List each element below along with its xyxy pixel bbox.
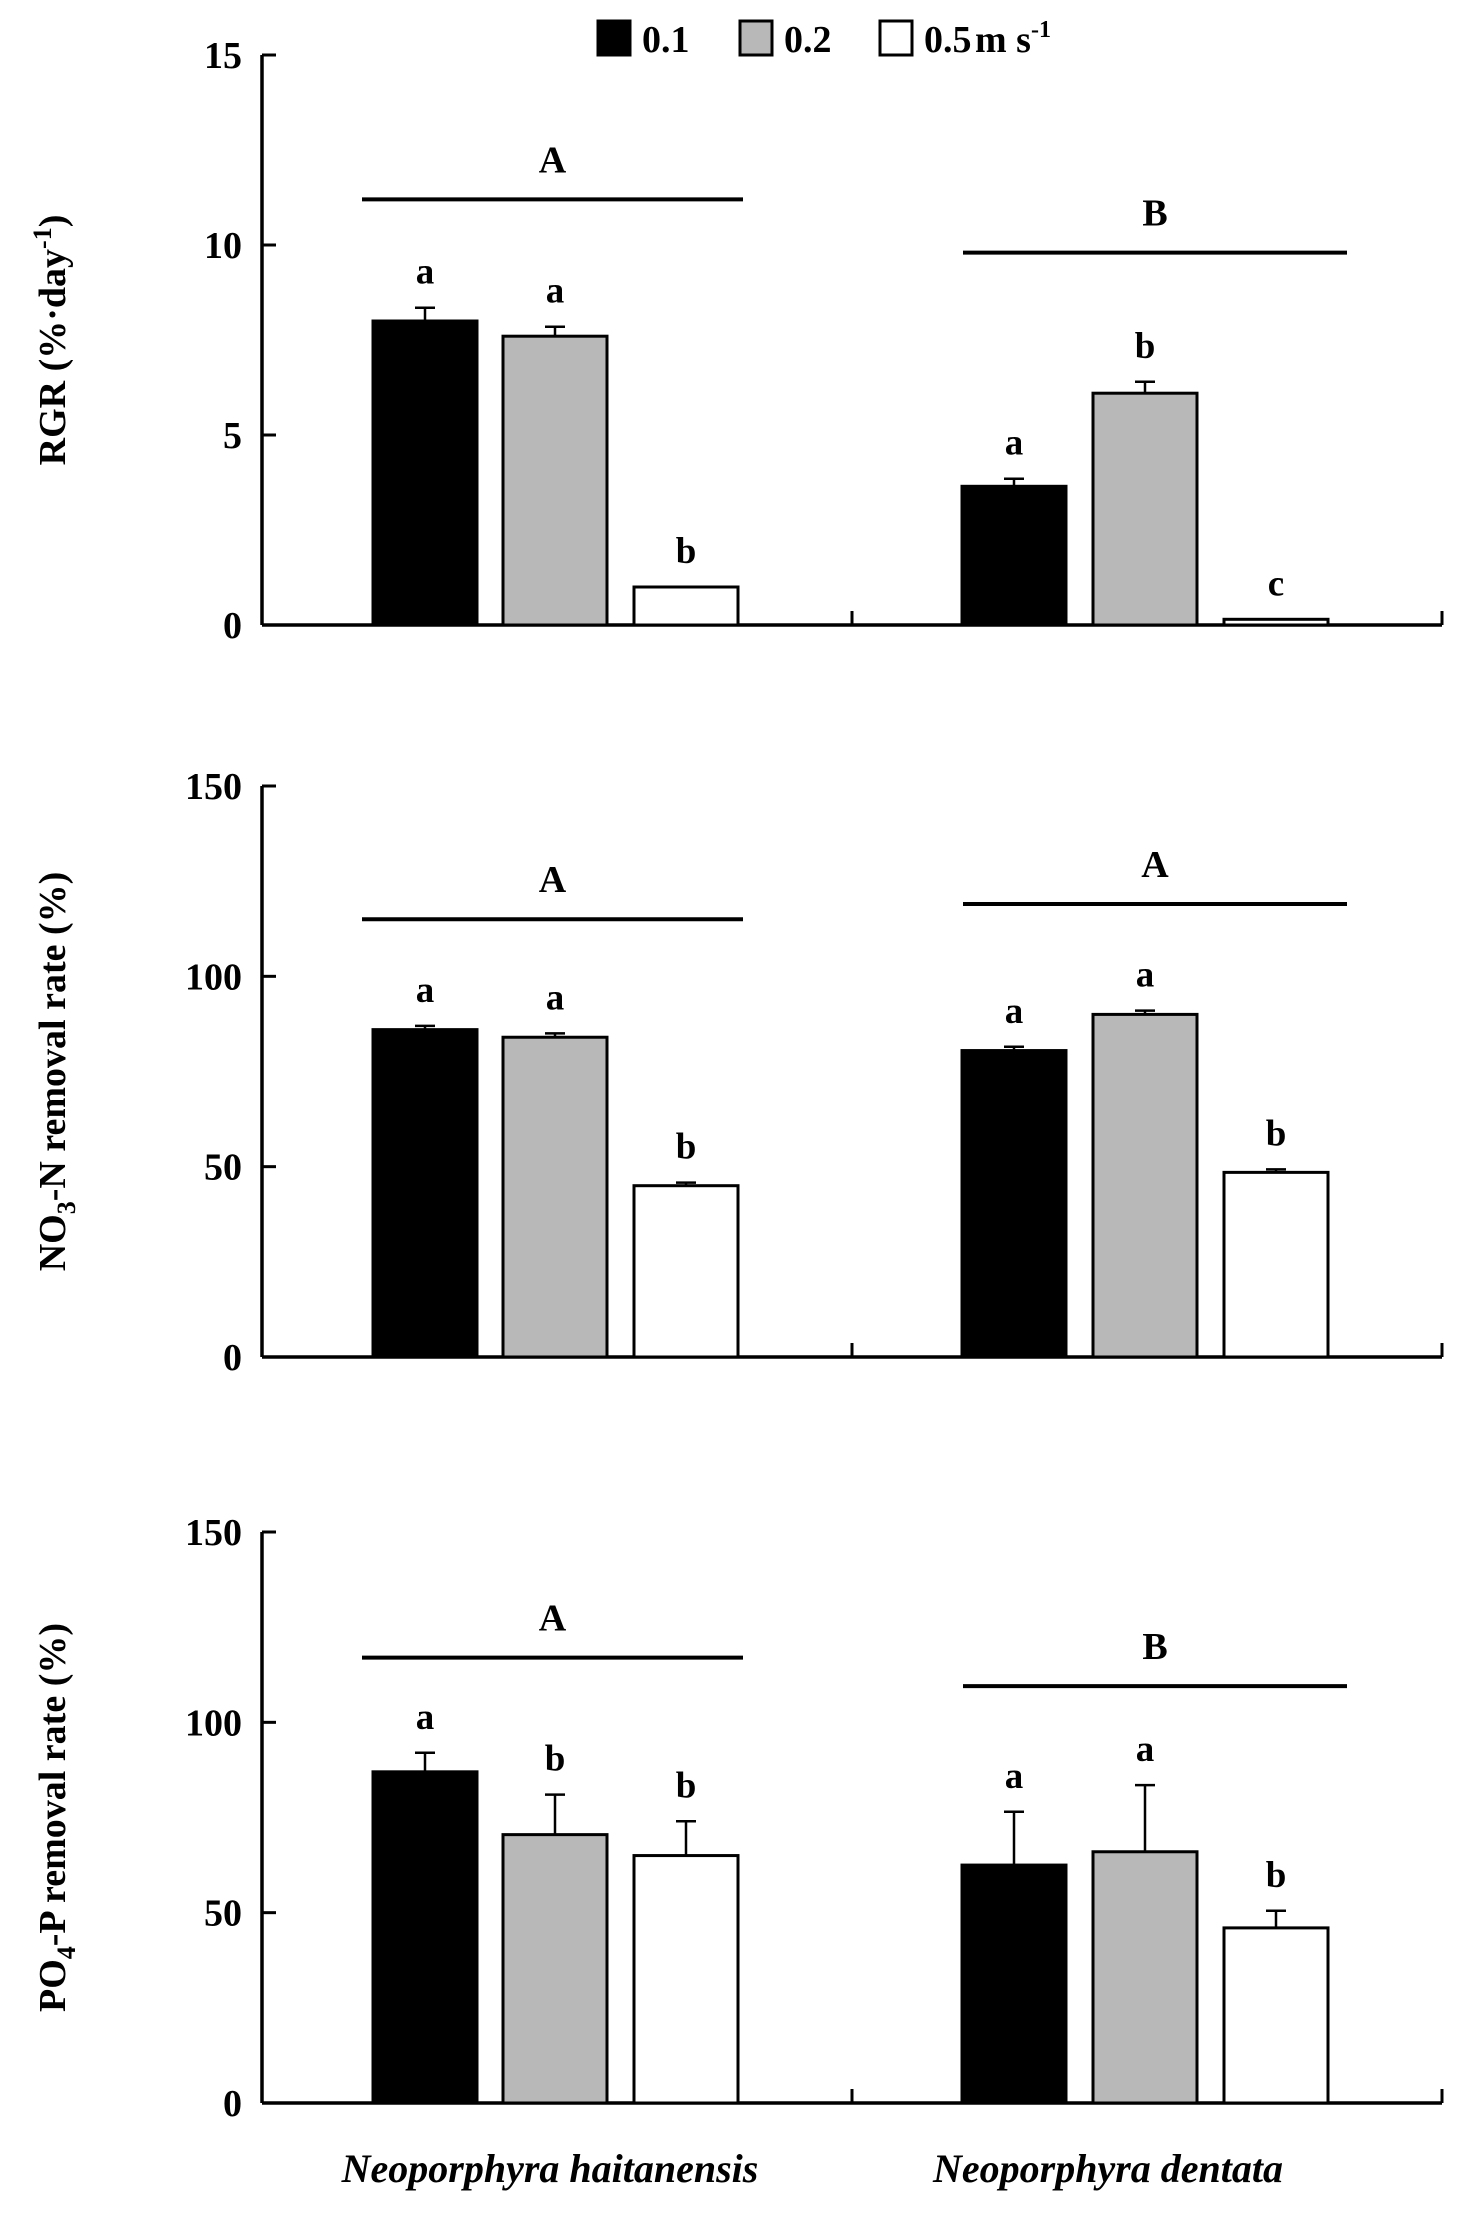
sig-letter-0.5-0: b (676, 1127, 697, 1168)
group-letter-0: A (539, 1598, 567, 1640)
bar-0.2-0 (501, 334, 609, 627)
legend-label-0.2: 0.2 (784, 19, 832, 61)
y-axis-label-text: RGR (%·day (32, 249, 74, 465)
legend-swatch-0.1 (596, 19, 632, 57)
bar-0.5-1 (1222, 1170, 1330, 1359)
legend-label-0.1: 0.1 (642, 19, 690, 61)
group-letter-1: B (1142, 1626, 1167, 1668)
y-tick-label: 5 (223, 415, 242, 457)
panel-middle: 0 50 100 150 NO3-N removal rate (%) a a a a b b A A (32, 766, 1444, 1379)
group-letter-1: A (1141, 844, 1169, 886)
y-tick-label: 0 (223, 1337, 242, 1379)
bar-0.2-1 (1091, 1850, 1199, 2105)
sig-letter-0.5-1: b (1266, 1855, 1287, 1896)
group-letter-1: B (1142, 193, 1167, 235)
sig-letter-0.2-1: a (1136, 955, 1155, 996)
bar-0.5-1 (1222, 617, 1330, 627)
y-tick-label: 100 (185, 956, 242, 998)
sig-letter-0.1-1: a (1005, 423, 1024, 464)
sig-letter-0.2-0: a (546, 271, 565, 312)
y-axis-label-text: -P removal rate (%) (32, 1623, 74, 1946)
y-tick-label: 15 (204, 35, 242, 77)
sig-letter-0.5-0: b (676, 531, 697, 572)
y-axis-label-subscript: 3 (52, 1201, 81, 1214)
sig-letter-0.2-1: a (1136, 1729, 1155, 1770)
sig-letter-0.2-0: b (545, 1739, 566, 1780)
y-axis-label: RGR (%·day-1) (28, 215, 74, 466)
bar-0.2-1 (1091, 391, 1199, 627)
bar-0.1-0 (371, 1770, 479, 2105)
y-tick-label: 100 (185, 1702, 242, 1744)
bar-0.1-0 (371, 1028, 479, 1359)
sig-letter-0.2-1: b (1135, 326, 1156, 367)
group-letter-0: A (539, 139, 567, 181)
legend: 0.1 0.2 0.5 m s-1 (596, 17, 1051, 61)
y-axis-label-prefix: NO (32, 1214, 74, 1271)
bar-0.5-0 (632, 1184, 740, 1359)
y-tick-label: 10 (204, 225, 242, 267)
y-axis-label-text: -N removal rate (%) (32, 872, 74, 1202)
legend-unit-exponent: -1 (1031, 17, 1051, 43)
legend-unit: m s-1 (975, 17, 1051, 61)
bar-0.2-0 (501, 1035, 609, 1359)
x-category-label-1: Neoporphyra dentata (932, 2146, 1283, 2191)
y-tick-label: 150 (185, 766, 242, 808)
bar-0.1-1 (960, 484, 1068, 627)
y-axis-label-superscript: -1 (28, 227, 57, 249)
group-letter-0: A (539, 859, 567, 901)
y-tick-label: 0 (223, 605, 242, 647)
sig-letter-0.1-1: a (1005, 1756, 1024, 1797)
sig-letter-0.2-0: a (546, 977, 565, 1018)
bar-0.1-0 (371, 319, 479, 627)
sig-letter-0.1-1: a (1005, 991, 1024, 1032)
y-tick-label: 50 (204, 1893, 242, 1935)
x-category-label-0: Neoporphyra haitanensis (341, 2146, 759, 2191)
y-axis-label-subscript: 4 (52, 1946, 81, 1959)
y-axis-label: PO4-P removal rate (%) (32, 1623, 81, 2012)
bar-0.2-1 (1091, 1012, 1199, 1359)
legend-swatch-0.5 (878, 19, 914, 57)
panel-bottom: 0 50 100 150 PO4-P removal rate (%) a a b a b b A B (32, 1512, 1444, 2125)
legend-swatch-0.2 (738, 19, 774, 57)
bar-0.1-1 (960, 1863, 1068, 2105)
y-tick-label: 150 (185, 1512, 242, 1554)
y-axis-label: NO3-N removal rate (%) (32, 872, 81, 1272)
bar-0.5-0 (632, 1854, 740, 2105)
sig-letter-0.5-0: b (676, 1765, 697, 1806)
panel-top: 0 5 10 15 RGR (%·day-1) a a a b b c A B (28, 35, 1444, 647)
sig-letter-0.1-0: a (416, 1697, 435, 1738)
y-tick-label: 0 (223, 2083, 242, 2125)
sig-letter-0.5-1: c (1268, 563, 1284, 604)
bar-0.1-1 (960, 1049, 1068, 1359)
sig-letter-0.5-1: b (1266, 1113, 1287, 1154)
bar-0.2-0 (501, 1833, 609, 2105)
y-axis-label-tail: ) (32, 215, 74, 228)
y-axis-label-prefix: PO (32, 1959, 74, 2012)
sig-letter-0.1-0: a (416, 970, 435, 1011)
sig-letter-0.1-0: a (416, 252, 435, 293)
legend-unit-base: m s (975, 19, 1031, 61)
bar-0.5-1 (1222, 1926, 1330, 2105)
legend-label-0.5: 0.5 (924, 19, 972, 61)
bar-0.5-0 (632, 585, 740, 627)
y-tick-label: 50 (204, 1147, 242, 1189)
